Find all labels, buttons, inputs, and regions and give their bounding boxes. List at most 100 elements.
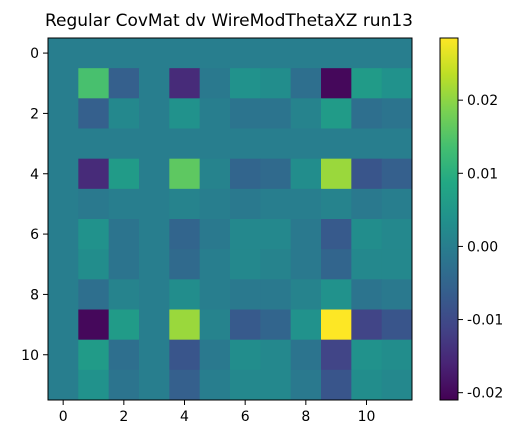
heatmap-cell <box>48 249 79 280</box>
heatmap-cell <box>230 158 261 190</box>
y-tick-label: 2 <box>30 106 39 122</box>
heatmap-cell <box>108 219 140 250</box>
heatmap-cell <box>139 309 170 341</box>
heatmap-cell <box>321 128 352 160</box>
heatmap-cell <box>169 279 201 310</box>
heatmap-cell <box>381 68 413 99</box>
heatmap-cell <box>290 98 322 129</box>
heatmap-cell <box>139 219 170 250</box>
heatmap-cell <box>48 279 79 310</box>
heatmap-cell <box>260 309 292 341</box>
heatmap-cell <box>139 158 170 190</box>
heatmap-cell <box>381 219 413 250</box>
heatmap-cell <box>48 369 79 401</box>
heatmap-cell <box>139 38 170 69</box>
heatmap-cell <box>381 188 413 220</box>
heatmap-cell <box>78 339 110 371</box>
heatmap-cell <box>381 309 413 341</box>
heatmap-cell <box>169 98 201 129</box>
heatmap-cell <box>78 128 110 160</box>
colorbar-tick-label: -0.01 <box>467 313 503 329</box>
heatmap-cell <box>260 38 292 69</box>
heatmap-cell <box>199 249 231 280</box>
colorbar-tick-label: -0.02 <box>467 386 503 402</box>
heatmap-cell <box>381 128 413 160</box>
heatmap-cell <box>199 369 231 401</box>
heatmap-cell <box>169 128 201 160</box>
heatmap-cell <box>48 38 79 69</box>
heatmap-cell <box>351 339 383 371</box>
heatmap-cell <box>290 188 322 220</box>
heatmap-cell <box>78 309 110 341</box>
x-tick-label: 8 <box>301 409 310 425</box>
heatmap-cell <box>169 158 201 190</box>
heatmap-cell <box>290 279 322 310</box>
heatmap-cell <box>169 369 201 401</box>
heatmap-cell <box>139 98 170 129</box>
heatmap-cell <box>139 339 170 371</box>
heatmap-cell <box>139 279 170 310</box>
heatmap-cell <box>260 249 292 280</box>
heatmap-cell <box>139 68 170 99</box>
heatmap-cell <box>169 339 201 371</box>
heatmap-cell <box>260 68 292 99</box>
heatmap-cell <box>321 219 352 250</box>
heatmap-cell <box>321 68 352 99</box>
heatmap-cell <box>290 369 322 401</box>
heatmap-cell <box>321 279 352 310</box>
heatmap-cell <box>199 219 231 250</box>
heatmap-cell <box>260 188 292 220</box>
heatmap-cell <box>290 158 322 190</box>
heatmap-cell <box>169 38 201 69</box>
heatmap-cell <box>351 38 383 69</box>
heatmap-cell <box>381 339 413 371</box>
heatmap-cell <box>290 128 322 160</box>
colorbar-ticks: -0.02 -0.01 0.00 0.01 0.02 <box>458 93 503 402</box>
heatmap-cell <box>290 339 322 371</box>
heatmap-cell <box>381 98 413 129</box>
heatmap-cell <box>199 98 231 129</box>
heatmap-cell <box>108 249 140 280</box>
heatmap-cell <box>230 38 261 69</box>
heatmap-cell <box>48 188 79 220</box>
heatmap-cell <box>139 188 170 220</box>
chart-title: Regular CovMat dv WireModThetaXZ run13 <box>45 11 413 31</box>
heatmap-cell <box>321 38 352 69</box>
heatmap-cell <box>290 219 322 250</box>
x-tick-label: 2 <box>119 409 128 425</box>
heatmap-cell <box>381 249 413 280</box>
heatmap-cell <box>108 38 140 69</box>
heatmap-cell <box>290 68 322 99</box>
heatmap-cell <box>108 369 140 401</box>
heatmap-cell <box>78 158 110 190</box>
heatmap-cell <box>78 98 110 129</box>
heatmap-cell <box>230 219 261 250</box>
heatmap-cell <box>290 38 322 69</box>
colorbar-tick-label: 0.00 <box>467 239 498 255</box>
heatmap-cell <box>48 128 79 160</box>
heatmap-cell <box>321 188 352 220</box>
y-tick-label: 0 <box>30 46 39 62</box>
heatmap-cell <box>321 369 352 401</box>
heatmap-cell <box>351 128 383 160</box>
y-tick-label: 8 <box>30 287 39 303</box>
heatmap-cell <box>108 279 140 310</box>
y-tick-label: 6 <box>30 227 39 243</box>
heatmap-cell <box>351 219 383 250</box>
y-tick-label: 4 <box>30 167 39 183</box>
heatmap-cell <box>78 68 110 99</box>
heatmap-cell <box>199 128 231 160</box>
heatmap-cell <box>199 158 231 190</box>
heatmap-cell <box>321 339 352 371</box>
heatmap-cell <box>139 249 170 280</box>
heatmap-cell <box>78 188 110 220</box>
heatmap-cell <box>48 158 79 190</box>
heatmap-cell <box>260 128 292 160</box>
heatmap-cell <box>48 219 79 250</box>
x-tick-label: 4 <box>180 409 189 425</box>
x-tick-label: 10 <box>358 409 376 425</box>
heatmap-cell <box>381 158 413 190</box>
heatmap-cell <box>230 188 261 220</box>
heatmap-cell <box>230 279 261 310</box>
